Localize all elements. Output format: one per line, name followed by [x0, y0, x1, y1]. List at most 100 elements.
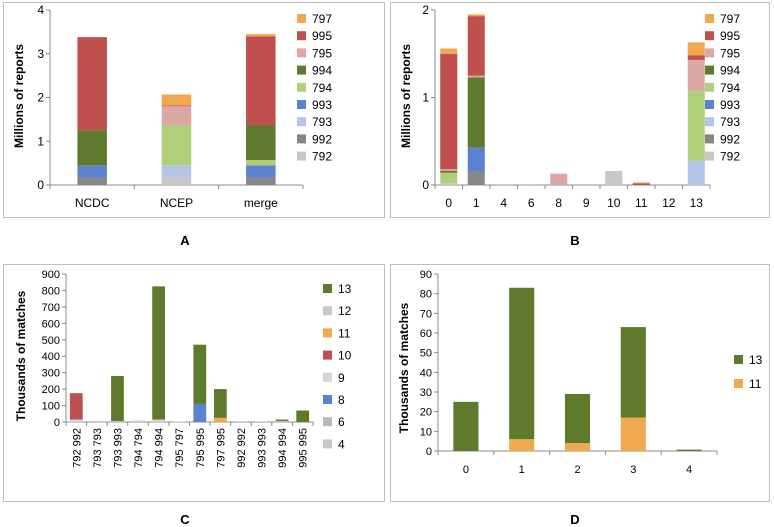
- b-x-tick-label: 8: [555, 196, 562, 210]
- b-bar-4-792: [495, 184, 513, 185]
- a-y-axis-title: Millions of reports: [12, 44, 26, 148]
- b-bar-13-795: [687, 59, 705, 91]
- c-bar-995-995-13: [296, 410, 310, 422]
- b-y-tick-label: 2: [422, 3, 429, 17]
- d-x-tick-label: 1: [519, 464, 525, 476]
- panel-c: 0 100 200 300 400 500 600 700 800 900 Thousands of…: [3, 264, 385, 502]
- a-legend-swatch-992: [297, 134, 306, 144]
- a-y-tick-label: 2: [37, 91, 44, 105]
- a-legend-label-992: 992: [312, 132, 332, 146]
- b-bar-0-994: [440, 171, 458, 173]
- c-bar-795-797-9: [172, 421, 186, 423]
- b-y-tick-label: 0: [422, 178, 429, 192]
- a-bar-ncdc-993: [77, 165, 107, 178]
- panel-d-label: D: [570, 512, 580, 527]
- c-y-tick-label: 100: [42, 401, 60, 413]
- b-bar-1-795: [467, 75, 485, 78]
- d-bar-0-13: [453, 401, 479, 451]
- d-bar-2-13: [564, 393, 591, 444]
- b-bar-1-994: [467, 77, 485, 148]
- a-y-tick-label: 4: [37, 3, 44, 17]
- a-legend-swatch-794: [297, 82, 306, 92]
- d-x-tick-label: 4: [686, 464, 692, 476]
- d-bar-3-11: [620, 417, 646, 451]
- c-y-tick-label: 900: [42, 269, 60, 281]
- a-bar-ncep-794: [161, 125, 192, 166]
- c-y-tick-label: 400: [42, 351, 60, 363]
- c-bar-795-995-13: [193, 344, 207, 404]
- c-bar-794-794-9: [131, 420, 145, 422]
- d-x-tick-label: 2: [574, 464, 580, 476]
- d-legend-label-13: 13: [749, 353, 763, 367]
- b-legend-swatch-992: [705, 134, 714, 144]
- c-bar-793-993-13: [111, 375, 124, 422]
- a-legend-swatch-995: [297, 31, 306, 41]
- c-x-tick-label: 994 994: [277, 428, 289, 468]
- c-x-tick-label: 795 995: [195, 428, 207, 468]
- d-bar-1-11: [509, 439, 535, 451]
- c-bar-793-793-9: [90, 420, 104, 422]
- d-legend-swatch-13: [734, 355, 743, 364]
- b-bar-0-797: [440, 48, 458, 54]
- a-bar-ncdc-994: [77, 130, 107, 166]
- chart-a: 0 1 2 3 4 Millions of reports NCDC NCEP merge 797…: [12, 3, 332, 210]
- a-legend-label-995: 995: [312, 29, 332, 43]
- b-legend-swatch-794: [705, 82, 714, 92]
- c-y-tick-label: 600: [42, 318, 60, 330]
- b-bar-11-995: [632, 183, 650, 185]
- c-legend-label-12: 12: [338, 304, 352, 318]
- c-legend-label-11: 11: [338, 326, 351, 340]
- b-legend-label-793: 793: [720, 115, 740, 129]
- d-y-tick-label: 60: [420, 328, 432, 340]
- b-legend-swatch-797: [705, 14, 714, 23]
- b-bar-9-793: [577, 184, 595, 185]
- b-bar-1-992: [467, 171, 485, 185]
- c-x-tick-label: 993 993: [257, 428, 269, 468]
- a-y-tick-label: 3: [37, 47, 44, 61]
- d-y-tick-label: 90: [420, 269, 432, 281]
- a-legend-label-795: 795: [312, 46, 332, 60]
- b-legend-label-795: 795: [720, 46, 740, 60]
- d-x-tick-label: 0: [463, 464, 469, 476]
- b-legend-swatch-994: [705, 65, 714, 75]
- c-x-tick-label: 794 794: [133, 428, 145, 468]
- b-x-tick-label: 10: [607, 196, 621, 210]
- a-legend-label-792: 792: [312, 150, 332, 164]
- b-bar-12-793: [660, 184, 678, 185]
- c-bar-794-994-9: [152, 419, 166, 422]
- a-bar-merge-995: [246, 36, 276, 126]
- b-legend-swatch-792: [705, 151, 714, 161]
- b-x-tick-label: 13: [690, 196, 704, 210]
- c-y-tick-label: 200: [42, 384, 60, 396]
- b-legend-label-792: 792: [720, 150, 740, 164]
- chart-c: 0 100 200 300 400 500 600 700 800 900 Thousands of…: [14, 269, 352, 468]
- b-bar-0-995: [440, 53, 458, 170]
- b-bar-1-993: [467, 147, 485, 171]
- a-bar-merge-993: [246, 165, 276, 178]
- d-bar-2-11: [564, 443, 591, 451]
- c-x-tick-label: 793 993: [112, 428, 124, 468]
- c-y-tick-label: 500: [42, 335, 60, 347]
- a-y-tick-label: 0: [37, 178, 44, 192]
- c-x-tick-label: 797 995: [215, 428, 227, 468]
- a-bar-ncep-797: [161, 94, 192, 106]
- d-y-tick-label: 70: [420, 308, 432, 320]
- c-y-tick-label: 700: [42, 302, 60, 314]
- b-x-tick-label: 4: [500, 196, 507, 210]
- panel-a: 0 1 2 3 4 Millions of reports NCDC NCEP merge 797…: [3, 2, 385, 218]
- c-legend-label-6: 6: [338, 415, 345, 429]
- d-x-tick-label: 3: [630, 464, 636, 476]
- c-x-tick-label: 795 797: [174, 428, 186, 468]
- a-bar-ncep-792: [161, 177, 192, 185]
- b-x-tick-label: 9: [583, 196, 590, 210]
- d-legend-swatch-11: [734, 379, 743, 388]
- a-y-tick-label: 1: [37, 134, 44, 148]
- b-x-tick-label: 11: [635, 196, 648, 210]
- a-legend-swatch-993: [297, 100, 306, 109]
- c-legend-swatch-10: [323, 350, 332, 360]
- b-legend-swatch-793: [705, 117, 714, 127]
- c-legend-label-9: 9: [338, 371, 345, 385]
- b-legend-swatch-995: [705, 31, 714, 41]
- c-legend-swatch-12: [323, 306, 332, 316]
